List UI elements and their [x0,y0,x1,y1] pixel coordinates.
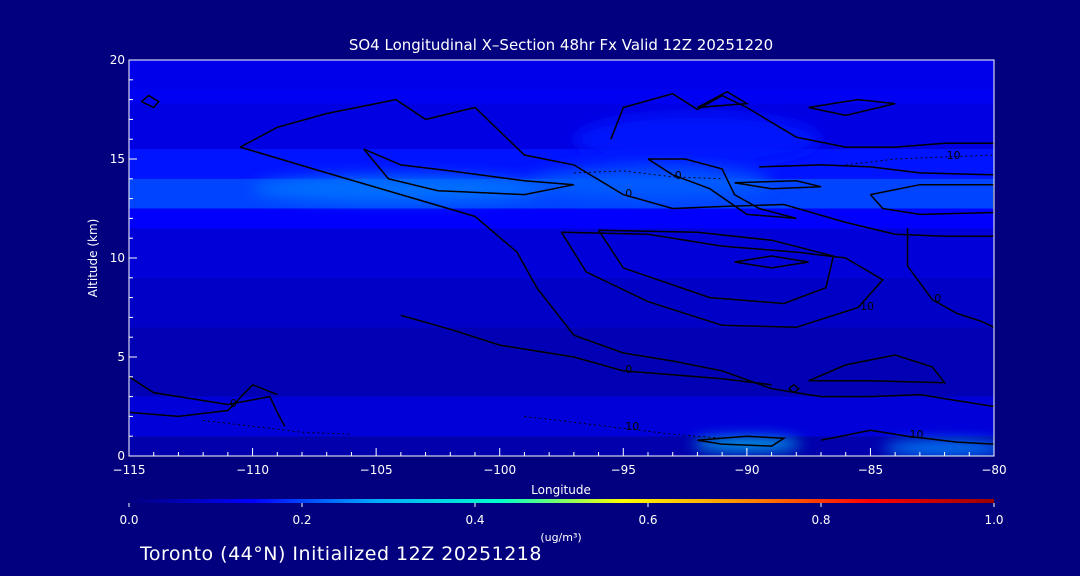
initialization-footer: Toronto (44°N) Initialized 12Z 20251218 [140,543,542,565]
colorbar-tick-label: 0.6 [638,513,657,527]
contour-line [363,148,575,196]
contour-line [759,164,994,176]
contour-lines [129,90,994,447]
concentration-highlights [252,113,994,456]
colorbar-ticks: 0.0 0.2 0.4 0.6 0.8 1.0 [119,503,1004,527]
x-tick-label: −110 [236,463,269,477]
contour-line [734,255,809,269]
contour-line [560,231,884,329]
x-axis: −115 −110 −105 −100 −95 −90 −85 −80 [113,448,1007,477]
contour-label: 0 [625,186,633,200]
contour-line [808,354,947,384]
colorbar: 0.0 0.2 0.4 0.6 0.8 1.0 (ug/m³) [119,499,1004,544]
contour-line [869,183,994,216]
contour-line [129,383,278,418]
contour-label: 0 [625,362,633,376]
y-tick-label: 10 [110,251,125,265]
concentration-band [129,89,994,104]
contour-line [597,229,835,305]
concentration-band [129,228,994,278]
colorbar-tick-label: 0.8 [811,513,830,527]
concentration-band [129,436,994,456]
concentration-band [129,208,994,229]
colorbar-tick-label: 0.4 [465,513,484,527]
x-tick-label: −105 [360,463,393,477]
contour-line [610,92,994,148]
plot-area [129,60,994,456]
contour-line-dashed [524,415,723,439]
contour-label: 0 [229,396,237,410]
contour-line [808,98,896,117]
y-tick-label: 5 [117,350,125,364]
contour-line [820,429,994,445]
chart-title: SO4 Longitudinal X–Section 48hr Fx Valid… [349,36,773,54]
concentration-band [129,396,994,437]
contour-label: 0 [934,291,942,305]
contour-line [788,383,801,394]
contour-line [239,98,994,237]
y-tick-label: 20 [110,53,125,67]
contour-line [734,180,822,190]
x-tick-label: −85 [858,463,883,477]
concentration-highlight [252,174,550,203]
contour-line [129,376,286,427]
x-axis-label: Longitude [531,483,591,497]
contour-line [697,90,750,109]
y-tick-label: 15 [110,152,125,166]
x-tick-label: −80 [981,463,1006,477]
contour-label: 10 [860,299,875,313]
contour-line [906,228,994,328]
colorbar-tick-label: 0.0 [119,513,138,527]
contour-line [647,158,797,220]
x-tick-label: −115 [113,463,146,477]
concentration-highlight [573,113,821,165]
concentration-highlight [692,437,802,452]
x-tick-label: −95 [611,463,636,477]
y-axis: 0 5 10 15 20 [110,53,137,463]
x-tick-label: −90 [734,463,759,477]
contour-line [400,314,772,386]
concentration-highlight [524,166,772,199]
contour-label: 0 [674,168,682,182]
contour-label: 10 [946,149,961,163]
concentration-band [129,60,994,90]
contour-label: 10 [909,428,924,442]
x-tick-label: −100 [483,463,516,477]
colorbar-tick-label: 0.2 [292,513,311,527]
concentration-band [129,327,994,397]
colorbar-strip [129,499,994,503]
y-axis-label: Altitude (km) [86,219,100,298]
y-tick-label: 0 [117,449,125,463]
concentration-band [129,103,994,150]
contour-label: 10 [625,420,640,434]
contour-line [239,146,994,408]
concentration-highlight [882,440,994,456]
colorbar-units: (ug/m³) [540,531,581,544]
contour-line [140,94,160,109]
colorbar-tick-label: 1.0 [984,513,1003,527]
contour-line [697,435,787,447]
